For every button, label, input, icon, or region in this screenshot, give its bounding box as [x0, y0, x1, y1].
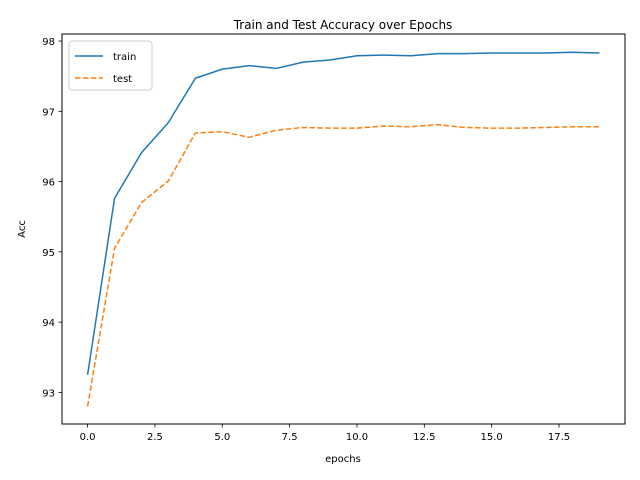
y-axis: 93 94 95 96 97 98	[42, 37, 62, 399]
series-layer	[86, 51, 600, 407]
x-axis-label: epochs	[325, 454, 361, 465]
x-tick-label: 10.0	[346, 432, 368, 443]
y-tick-label: 96	[42, 178, 55, 189]
y-tick-label: 98	[42, 37, 55, 48]
y-tick-label: 97	[42, 107, 55, 118]
y-tick-label: 95	[42, 248, 55, 259]
y-tick-label: 94	[42, 318, 55, 329]
x-tick-label: 2.5	[147, 432, 163, 443]
x-tick-label: 5.0	[214, 432, 230, 443]
y-tick-label: 93	[42, 388, 55, 399]
x-tick-label: 15.0	[481, 432, 503, 443]
x-tick-label: 0.0	[80, 432, 96, 443]
x-tick-label: 17.5	[548, 432, 570, 443]
chart-title: Train and Test Accuracy over Epochs	[233, 18, 453, 32]
y-axis-label: Acc	[17, 220, 28, 238]
legend-label-test: test	[113, 74, 132, 85]
series-line-train	[86, 51, 600, 375]
legend-box	[68, 40, 153, 91]
legend-label-train: train	[113, 52, 136, 63]
x-axis: 0.0 2.5 5.0 7.5 10.0 12.5 15.0 17.5	[80, 424, 570, 443]
x-tick-label: 12.5	[413, 432, 435, 443]
plot-area-frame	[61, 33, 626, 425]
legend: train test	[68, 40, 153, 91]
x-tick-label: 7.5	[282, 432, 298, 443]
series-line-test	[86, 123, 600, 407]
